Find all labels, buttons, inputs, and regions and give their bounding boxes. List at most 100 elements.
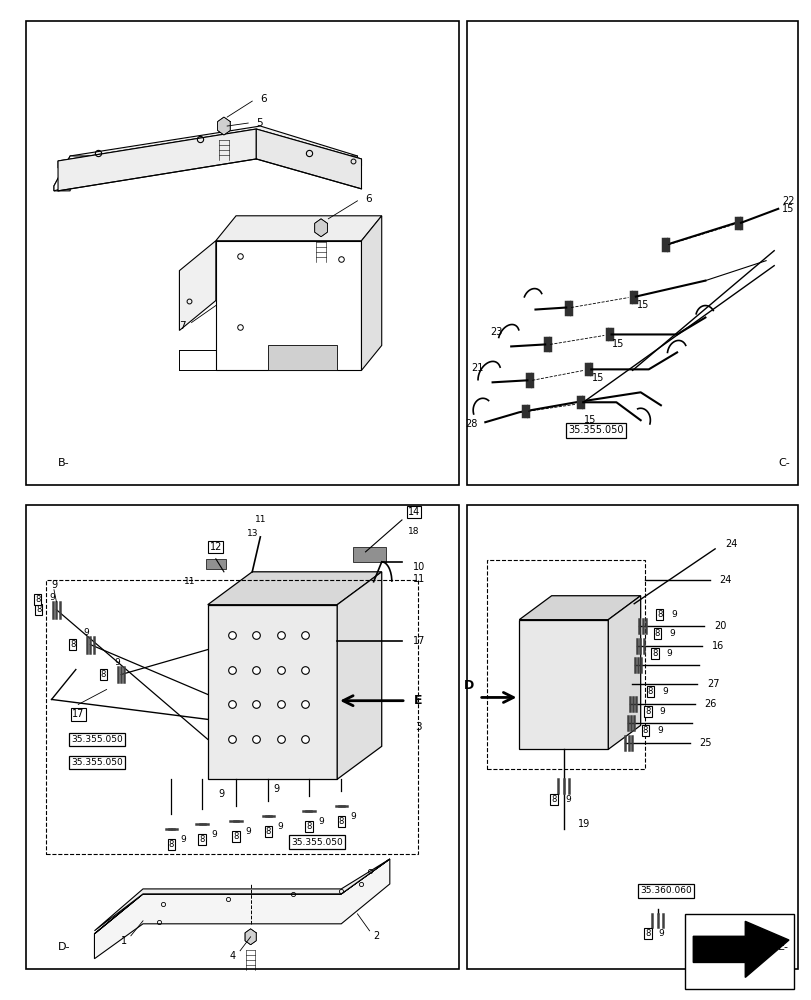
Text: 26: 26 bbox=[704, 699, 716, 709]
Text: 8: 8 bbox=[645, 707, 650, 716]
Polygon shape bbox=[54, 156, 70, 191]
Text: 35.355.050: 35.355.050 bbox=[568, 425, 623, 435]
Bar bbox=[487, 560, 644, 769]
Text: 27: 27 bbox=[706, 679, 719, 689]
Text: 9: 9 bbox=[666, 649, 672, 658]
Text: 4: 4 bbox=[230, 951, 236, 961]
Text: 2: 2 bbox=[373, 931, 380, 941]
Text: B-: B- bbox=[58, 458, 70, 468]
Text: 8: 8 bbox=[70, 640, 75, 649]
Text: 22: 22 bbox=[781, 196, 794, 206]
Polygon shape bbox=[216, 216, 381, 241]
Bar bbox=[26, 21, 458, 485]
Text: 17: 17 bbox=[72, 709, 84, 719]
Text: 8: 8 bbox=[656, 610, 662, 619]
Polygon shape bbox=[519, 620, 607, 749]
Text: 23: 23 bbox=[490, 327, 503, 337]
Polygon shape bbox=[208, 572, 381, 605]
Text: 9: 9 bbox=[245, 827, 251, 836]
Text: 28: 28 bbox=[464, 419, 477, 429]
Text: 35.360.060: 35.360.060 bbox=[639, 886, 691, 895]
Text: 9: 9 bbox=[211, 830, 217, 839]
Text: 9: 9 bbox=[350, 812, 356, 821]
Bar bbox=[466, 505, 797, 969]
Polygon shape bbox=[208, 605, 337, 779]
Text: 8: 8 bbox=[101, 670, 106, 679]
Bar bbox=[684, 914, 793, 989]
Bar bbox=[46, 580, 418, 854]
Polygon shape bbox=[179, 241, 216, 330]
Text: 8: 8 bbox=[36, 605, 41, 614]
Polygon shape bbox=[353, 547, 385, 562]
Text: 15: 15 bbox=[584, 415, 596, 425]
Text: 8: 8 bbox=[233, 832, 238, 841]
Text: 9: 9 bbox=[51, 580, 58, 590]
Polygon shape bbox=[54, 131, 357, 191]
Text: 9: 9 bbox=[668, 629, 674, 638]
Text: 6: 6 bbox=[365, 194, 371, 204]
Text: 9: 9 bbox=[661, 687, 667, 696]
Text: 35.355.050: 35.355.050 bbox=[291, 838, 342, 847]
Text: 7: 7 bbox=[179, 321, 186, 331]
Text: 15: 15 bbox=[781, 204, 794, 214]
Text: 9: 9 bbox=[277, 822, 283, 831]
Text: E: E bbox=[414, 694, 422, 707]
Text: 1: 1 bbox=[121, 936, 127, 946]
Text: 3: 3 bbox=[414, 722, 421, 732]
Text: 9: 9 bbox=[218, 789, 225, 799]
Polygon shape bbox=[315, 219, 327, 237]
Polygon shape bbox=[94, 859, 389, 934]
Text: 11: 11 bbox=[255, 515, 266, 524]
Polygon shape bbox=[216, 241, 361, 370]
Polygon shape bbox=[94, 859, 389, 959]
Text: 25: 25 bbox=[699, 738, 711, 748]
Text: 21: 21 bbox=[470, 363, 483, 373]
Text: 11: 11 bbox=[412, 574, 424, 584]
Bar bbox=[466, 21, 797, 485]
Text: 35.355.050: 35.355.050 bbox=[71, 758, 122, 767]
Text: 10: 10 bbox=[412, 562, 424, 572]
Text: 9: 9 bbox=[49, 593, 55, 602]
Polygon shape bbox=[268, 345, 337, 370]
Bar bbox=[26, 505, 458, 969]
Text: 17: 17 bbox=[412, 636, 424, 646]
Text: 8: 8 bbox=[642, 726, 647, 735]
Polygon shape bbox=[256, 129, 361, 189]
Polygon shape bbox=[70, 126, 357, 161]
Text: 24: 24 bbox=[724, 539, 736, 549]
Text: 15: 15 bbox=[611, 339, 624, 349]
Polygon shape bbox=[519, 596, 640, 620]
Text: 9: 9 bbox=[564, 795, 570, 804]
Text: 9: 9 bbox=[318, 817, 324, 826]
Text: 8: 8 bbox=[169, 840, 174, 849]
Text: 5: 5 bbox=[256, 118, 263, 128]
Text: 9: 9 bbox=[659, 707, 664, 716]
Text: 8: 8 bbox=[200, 835, 204, 844]
Text: 16: 16 bbox=[710, 641, 723, 651]
Text: 8: 8 bbox=[265, 827, 271, 836]
Text: 9: 9 bbox=[671, 610, 676, 619]
Polygon shape bbox=[58, 129, 256, 191]
Polygon shape bbox=[217, 117, 230, 135]
Polygon shape bbox=[206, 559, 225, 569]
Text: E-: E- bbox=[777, 942, 788, 952]
Polygon shape bbox=[607, 596, 640, 749]
Polygon shape bbox=[58, 129, 361, 168]
Text: 9: 9 bbox=[658, 929, 663, 938]
Polygon shape bbox=[361, 216, 381, 370]
Text: 8: 8 bbox=[35, 595, 41, 604]
Text: D: D bbox=[463, 679, 474, 692]
Text: 8: 8 bbox=[338, 817, 344, 826]
Text: 13: 13 bbox=[247, 529, 259, 538]
Polygon shape bbox=[337, 572, 381, 779]
Text: 15: 15 bbox=[636, 300, 649, 310]
Text: 6: 6 bbox=[260, 94, 267, 104]
Text: 12: 12 bbox=[209, 542, 221, 552]
Text: 9: 9 bbox=[273, 784, 279, 794]
Text: 8: 8 bbox=[645, 929, 650, 938]
Text: 9: 9 bbox=[656, 726, 662, 735]
Text: 9: 9 bbox=[114, 658, 120, 667]
Polygon shape bbox=[693, 921, 788, 977]
Text: 18: 18 bbox=[408, 527, 419, 536]
Text: 35.355.050: 35.355.050 bbox=[71, 735, 122, 744]
